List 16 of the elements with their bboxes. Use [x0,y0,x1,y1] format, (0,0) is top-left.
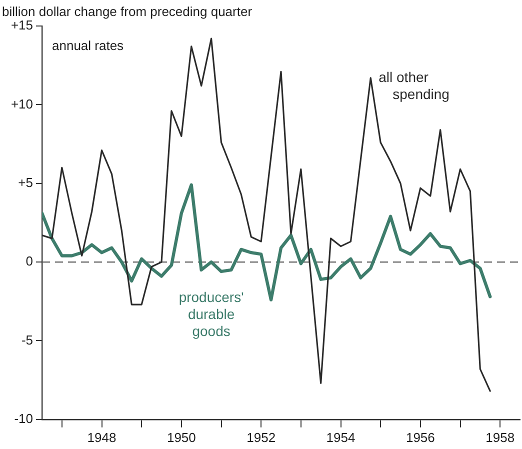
x-tick-label: 1956 [406,430,435,445]
y-tick-label: +5 [18,174,33,190]
y-tick-label: -5 [21,332,33,348]
series-label: all other spending [378,68,450,102]
x-tick-label: 1958 [486,430,515,445]
x-tick-label: 1950 [166,430,196,445]
y-tick-label: +10 [10,96,33,112]
y-axis-title: billion dollar change from preceding quarter [2,4,253,19]
x-tick-label: 1952 [246,430,276,445]
y-tick-label: -10 [14,410,33,426]
y-tick-label: +15 [10,18,33,33]
series-label: producers' durable goods [178,289,244,340]
x-tick-label: 1954 [326,430,356,445]
x-tick-label: 1948 [87,430,116,445]
annotation: annual rates [52,38,124,53]
y-tick-label: 0 [26,254,33,269]
